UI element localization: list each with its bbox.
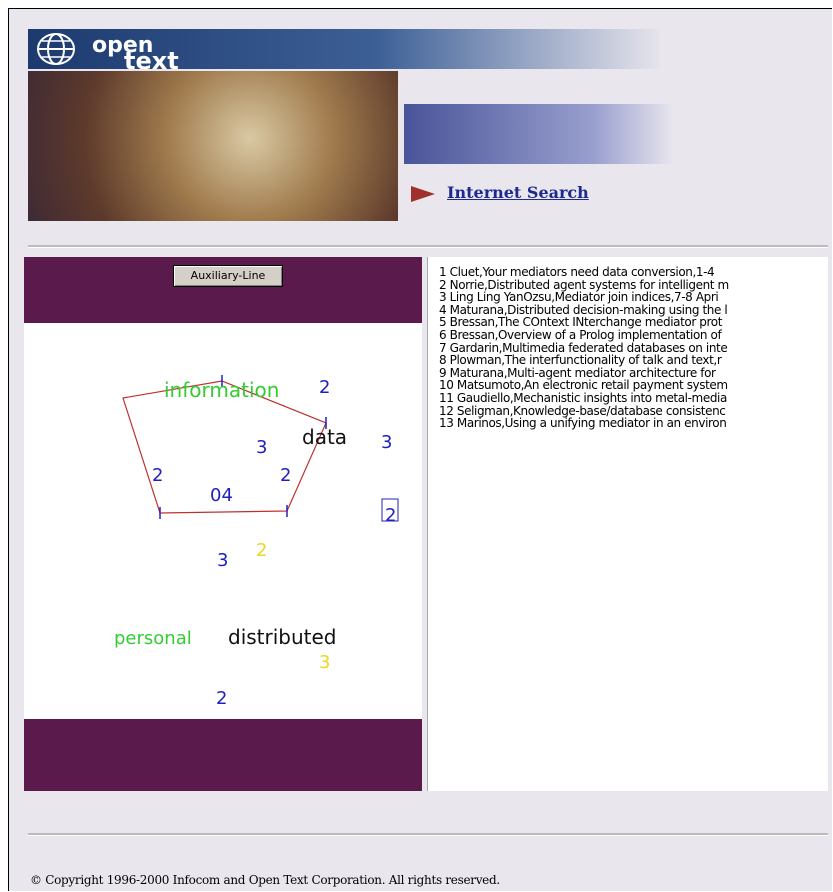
diagram-label: 3 bbox=[319, 652, 330, 673]
diagram-label: 3 bbox=[256, 437, 267, 458]
product-logo bbox=[404, 104, 674, 164]
diagram-label: 2 bbox=[152, 465, 163, 486]
result-item[interactable]: 13 Marinos,Using a unifying mediator in … bbox=[439, 417, 828, 430]
body: open text Internet Search Auxiliary-Line… bbox=[0, 0, 833, 892]
results-list: 1 Cluet,Your mediators need data convers… bbox=[428, 257, 828, 430]
result-item[interactable]: 1 Cluet,Your mediators need data convers… bbox=[439, 266, 828, 279]
frame: open text Internet Search Auxiliary-Line… bbox=[8, 8, 832, 891]
header-bar: open text bbox=[28, 29, 660, 69]
diagram-label: 3 bbox=[381, 432, 392, 453]
result-item[interactable]: 3 Ling Ling YanOzsu,Mediator join indice… bbox=[439, 291, 828, 304]
divider bbox=[28, 245, 828, 248]
diagram-label: information bbox=[164, 378, 279, 402]
diagram-label: 2 bbox=[385, 505, 396, 526]
divider bbox=[28, 833, 828, 836]
globe-icon bbox=[34, 31, 78, 67]
result-item[interactable]: 11 Gaudiello,Mechanistic insights into m… bbox=[439, 392, 828, 405]
page: open text mediator {"header": {"logo_top… bbox=[0, 0, 833, 892]
diagram-label: 3 bbox=[217, 550, 228, 571]
diagram-label: 2 bbox=[216, 688, 227, 709]
internet-search-link[interactable]: Internet Search bbox=[447, 183, 589, 202]
diagram-label: distributed bbox=[228, 625, 337, 649]
diagram-label: 04 bbox=[210, 485, 233, 506]
diagram-label: 2 bbox=[256, 540, 267, 561]
diagram-label: data bbox=[302, 425, 347, 449]
banner-image bbox=[28, 71, 398, 221]
diagram-label: 2 bbox=[319, 377, 330, 398]
diagram-label: personal bbox=[114, 628, 192, 649]
diagram-label: 2 bbox=[280, 465, 291, 486]
result-item[interactable]: 8 Plowman,The interfunctionality of talk… bbox=[439, 354, 828, 367]
auxiliary-line-button[interactable]: Auxiliary-Line bbox=[173, 265, 283, 287]
results-panel: 1 Cluet,Your mediators need data convers… bbox=[427, 257, 828, 791]
arrow-icon bbox=[411, 186, 435, 202]
result-item[interactable]: 6 Bressan,Overview of a Prolog implement… bbox=[439, 329, 828, 342]
copyright: © Copyright 1996-2000 Infocom and Open T… bbox=[30, 873, 500, 887]
